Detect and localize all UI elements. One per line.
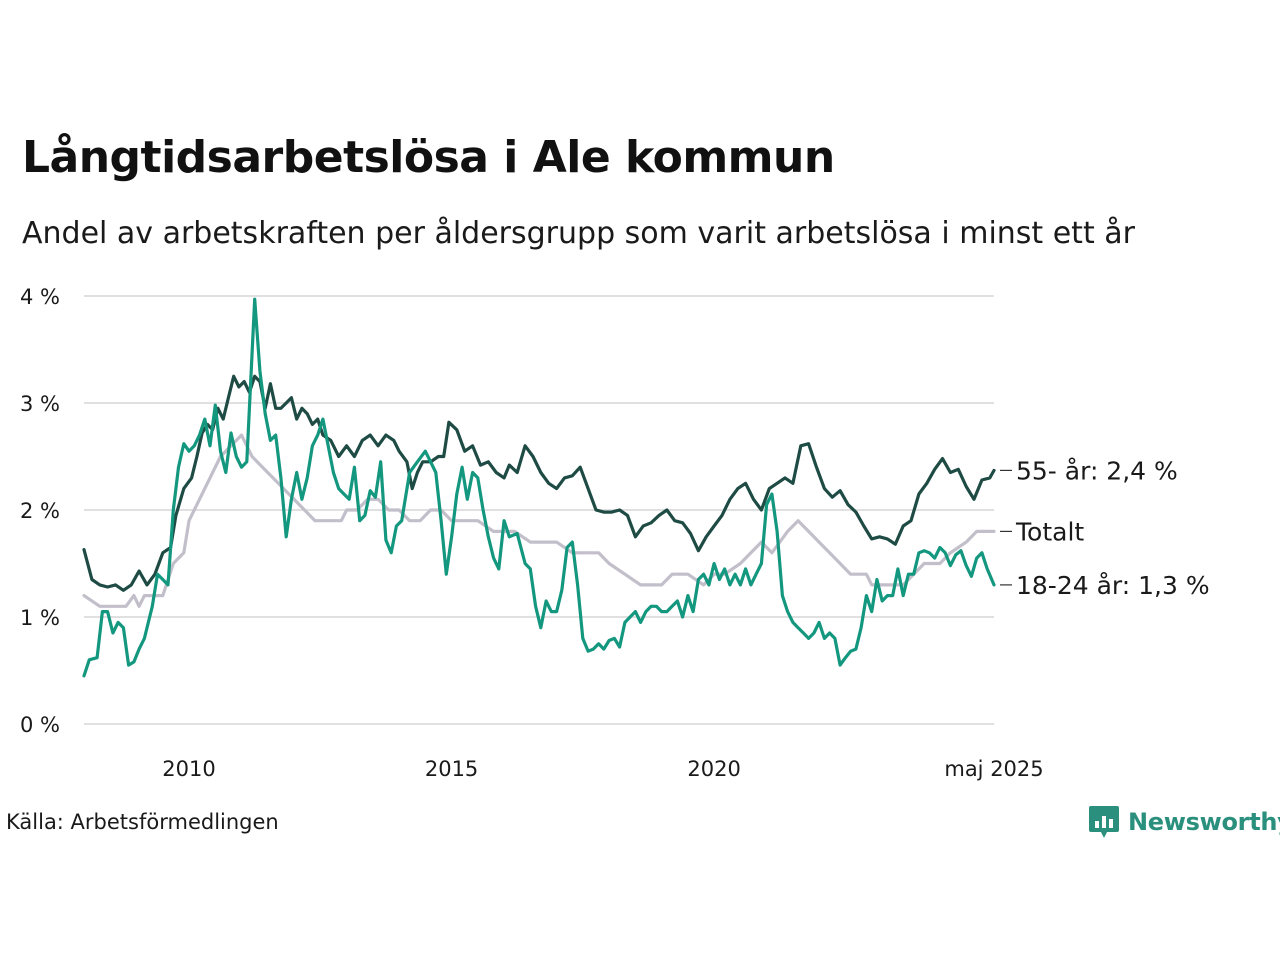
y-tick-label: 2 % [20,499,60,523]
chart-title: Långtidsarbetslösa i Ale kommun [22,132,835,183]
x-tick-label: 2015 [425,757,478,781]
end-label-age18_24: 18-24 år: 1,3 % [1016,571,1210,600]
y-tick-label: 1 % [20,606,60,630]
newsworthy-logo-text: Newsworthy [1128,808,1280,836]
end-label-total: Totalt [1015,517,1084,546]
y-tick-label: 0 % [20,713,60,737]
newsworthy-logo-icon [1089,806,1119,838]
x-tick-label: 2010 [162,757,215,781]
series-line-age18_24 [82,297,996,678]
newsworthy-logo[interactable]: Newsworthy [1088,804,1280,840]
y-tick-label: 3 % [20,392,60,416]
source-note: Källa: Arbetsförmedlingen [6,810,279,834]
series-line-age55 [82,374,996,592]
x-tick-label: maj 2025 [944,757,1043,781]
chart-subtitle: Andel av arbetskraften per åldersgrupp s… [22,216,1135,251]
y-tick-label: 4 % [20,285,60,309]
series-line-total [82,433,996,608]
end-label-age55: 55- år: 2,4 % [1016,456,1178,485]
x-tick-label: 2020 [687,757,740,781]
